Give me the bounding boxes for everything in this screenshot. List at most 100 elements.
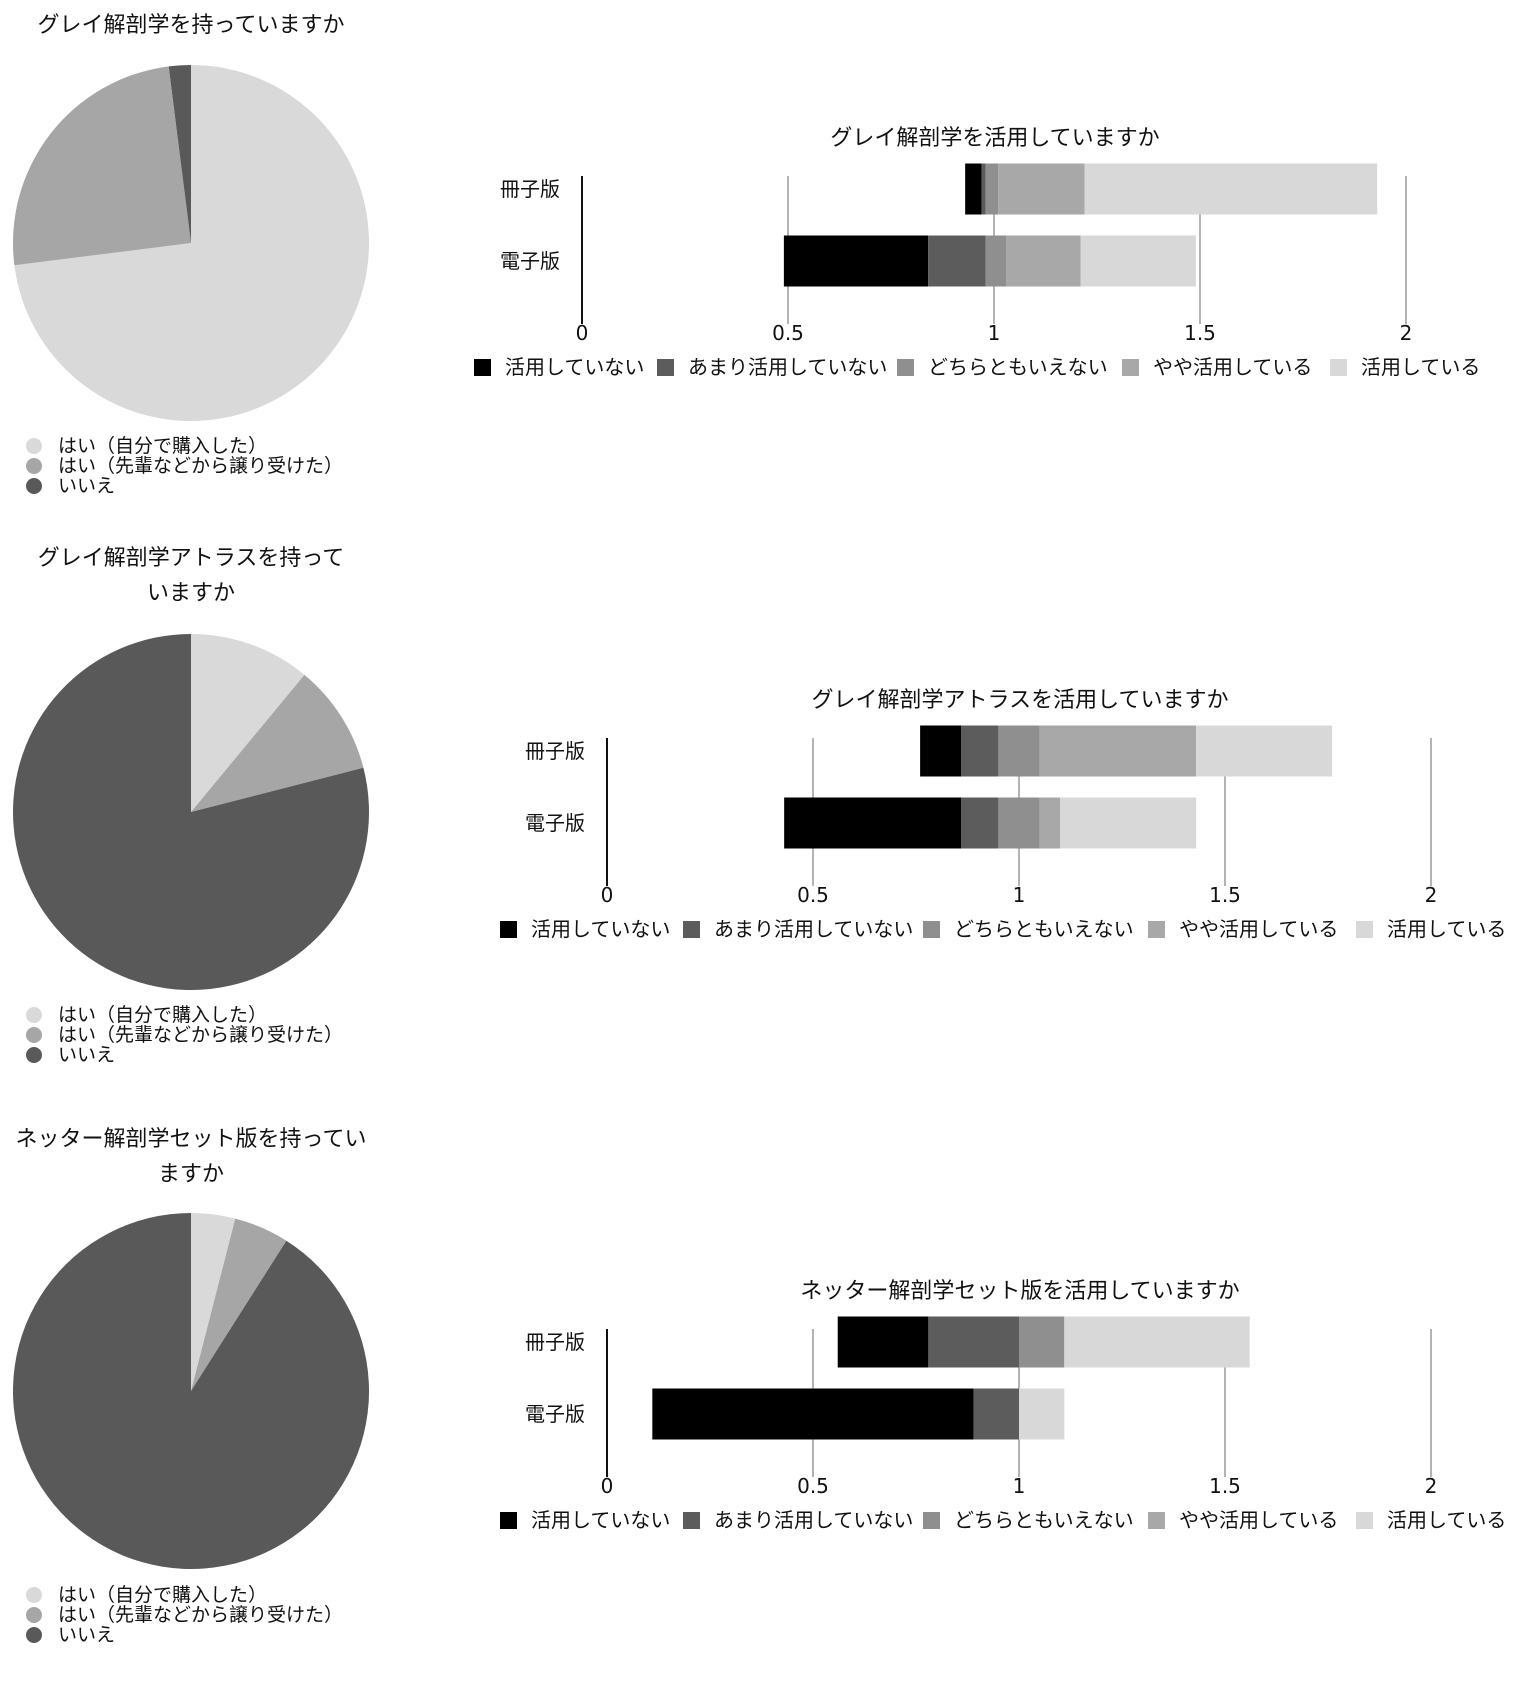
legend-label: やや活用している [1179, 917, 1338, 941]
legend-swatch [474, 359, 491, 376]
bar-segment [998, 163, 1085, 215]
bar-segment [920, 725, 962, 777]
category-label: 冊子版 [500, 177, 560, 201]
bar-segment [1019, 1388, 1065, 1440]
x-tick-label: 1 [1013, 1474, 1026, 1498]
legend-label: 活用している [1387, 917, 1506, 941]
bar-segment [1080, 235, 1196, 287]
legend-label: あまり活用していない [688, 355, 887, 379]
pie-slice [14, 65, 369, 422]
bar-chart-title: グレイ解剖学アトラスを活用していますか [812, 688, 1229, 713]
x-tick-label: 2 [1425, 883, 1438, 907]
bar-segment [981, 163, 986, 215]
bar-segment [998, 725, 1040, 777]
legend-swatch [897, 359, 914, 376]
legend-label: あまり活用していない [714, 1508, 913, 1532]
legend-swatch [26, 1587, 42, 1603]
bar-segment [1039, 725, 1197, 777]
legend-swatch [500, 1512, 517, 1529]
pie-slice [191, 1213, 236, 1391]
pie-title: ますか [158, 1162, 224, 1187]
x-tick-label: 1.5 [1184, 321, 1216, 345]
x-tick-label: 2 [1425, 1474, 1438, 1498]
legend-label: はい（先輩などから譲り受けた） [58, 1604, 343, 1626]
category-label: 冊子版 [525, 1330, 585, 1354]
legend-swatch [923, 1512, 940, 1529]
legend-swatch [26, 1607, 42, 1623]
legend-label: はい（先輩などから譲り受けた） [58, 455, 343, 477]
bar-chart-title: グレイ解剖学を活用していますか [830, 126, 1159, 151]
legend-label: いいえ [58, 475, 115, 497]
x-tick-label: 0.5 [797, 1474, 829, 1498]
legend-label: やや活用している [1153, 355, 1312, 379]
bar-segment [985, 235, 1007, 287]
legend-swatch [26, 458, 42, 474]
legend-label: やや活用している [1179, 1508, 1338, 1532]
legend-swatch [1148, 1512, 1165, 1529]
legend-label: いいえ [58, 1624, 115, 1646]
legend-label: はい（自分で購入した） [58, 1584, 267, 1606]
pie-title: グレイ解剖学アトラスを持って [38, 546, 344, 571]
legend-swatch [657, 359, 674, 376]
bar-segment [783, 235, 929, 287]
bar-segment [1196, 725, 1333, 777]
x-tick-label: 2 [1400, 321, 1413, 345]
legend-label: 活用していない [531, 1508, 670, 1532]
legend-swatch [26, 1047, 42, 1063]
legend-swatch [923, 921, 940, 938]
legend-swatch [683, 921, 700, 938]
category-label: 冊子版 [525, 739, 585, 763]
x-tick-label: 1.5 [1209, 883, 1241, 907]
category-label: 電子版 [525, 1402, 585, 1426]
x-tick-label: 0.5 [797, 883, 829, 907]
bar-segment [985, 163, 999, 215]
bar-segment [961, 725, 999, 777]
x-tick-label: 1.5 [1209, 1474, 1241, 1498]
legend-swatch [1330, 359, 1347, 376]
bar-segment [965, 163, 982, 215]
bar-segment [928, 1316, 1019, 1368]
legend-swatch [1122, 359, 1139, 376]
legend-swatch [26, 1007, 42, 1023]
bar-segment [1006, 235, 1081, 287]
legend-label: いいえ [58, 1044, 115, 1066]
bar-segment [1064, 1316, 1250, 1368]
pie-slice [191, 634, 305, 812]
legend-swatch [26, 1627, 42, 1643]
category-label: 電子版 [525, 811, 585, 835]
legend-label: どちらともいえない [954, 1508, 1134, 1532]
pie-slice [13, 634, 370, 990]
legend-label: はい（自分で購入した） [58, 435, 267, 457]
bar-segment [1039, 797, 1061, 849]
x-tick-label: 1 [988, 321, 1001, 345]
legend-label: 活用している [1387, 1508, 1506, 1532]
x-tick-label: 0 [576, 321, 589, 345]
bar-chart-title: ネッター解剖学セット版を活用していますか [800, 1279, 1239, 1304]
legend-label: どちらともいえない [954, 917, 1134, 941]
pie-chart-1: グレイ解剖学を持っていますかはい（自分で購入した）はい（先輩などから譲り受けた）… [12, 13, 369, 497]
bar-segment [837, 1316, 929, 1368]
legend-swatch [26, 438, 42, 454]
legend-label: はい（先輩などから譲り受けた） [58, 1024, 343, 1046]
legend-swatch [26, 478, 42, 494]
legend-swatch [1356, 921, 1373, 938]
pie-slice [191, 1218, 287, 1391]
legend-label: どちらともいえない [928, 355, 1108, 379]
legend-label: あまり活用していない [714, 917, 913, 941]
pie-title: グレイ解剖学を持っていますか [38, 13, 345, 38]
legend-label: 活用している [1361, 355, 1480, 379]
bar-segment [1019, 1316, 1065, 1368]
legend-swatch [1148, 921, 1165, 938]
bar-segment [928, 235, 986, 287]
x-tick-label: 0 [601, 1474, 614, 1498]
legend-label: 活用していない [505, 355, 644, 379]
bar-segment [1084, 163, 1378, 215]
bar-segment [784, 797, 962, 849]
bar-segment [973, 1388, 1019, 1440]
stacked-bar-chart-2: グレイ解剖学アトラスを活用していますか 0 0.5 1 1.5 2 冊子版電子版活用していな… [500, 688, 1506, 941]
legend-swatch [500, 921, 517, 938]
pie-chart-2: グレイ解剖学アトラスを持っていますかはい（自分で購入した）はい（先輩などから譲り… [13, 546, 370, 1066]
bar-segment [652, 1388, 974, 1440]
pie-title: ネッター解剖学セット版を持ってい [16, 1127, 367, 1152]
